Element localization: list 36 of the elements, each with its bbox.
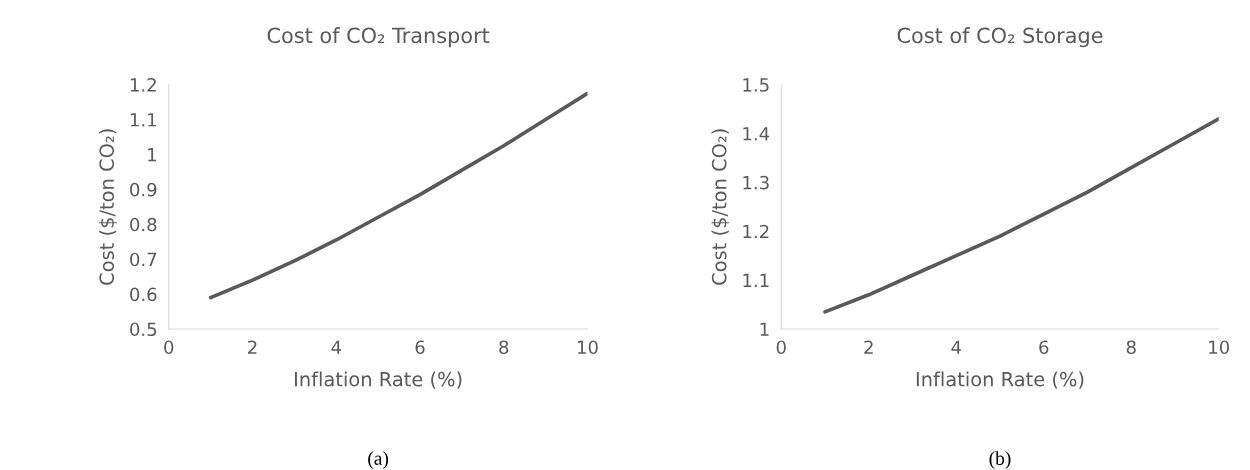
- x-tick-label: 10: [578, 340, 598, 355]
- text: (a): [368, 451, 389, 469]
- y-tick-label: 1.4: [743, 127, 770, 141]
- x-axis-title: Inflation Rate (%): [295, 371, 462, 389]
- chart-title: Cost of CO₂ Transport: [267, 27, 490, 48]
- y-tick-label: 1.2: [130, 78, 156, 92]
- y-tick-label: 1: [148, 148, 156, 162]
- y-tick-label: 1: [760, 322, 769, 336]
- x-tick-label: 2: [248, 340, 257, 354]
- y-tick-label: 1.1: [130, 113, 156, 127]
- y-tick-label: 0.6: [130, 287, 157, 302]
- x-tick-label: 6: [1039, 340, 1049, 355]
- y-axis-title: Cost ($/ton CO₂): [711, 129, 730, 285]
- x-axis-title: Inflation Rate (%): [916, 371, 1084, 389]
- y-tick-label: 0.5: [130, 322, 157, 337]
- y-tick-label: 1.3: [743, 175, 769, 190]
- x-tick-label: 4: [331, 340, 341, 354]
- y-tick-label: 0.7: [130, 252, 157, 267]
- y-tick-label: 1.2: [743, 224, 769, 239]
- line-series: [208, 91, 588, 300]
- x-tick-label: 2: [864, 340, 873, 354]
- x-tick-label: 10: [1209, 340, 1230, 355]
- x-tick-label: 6: [415, 340, 425, 355]
- line-series: [823, 117, 1219, 314]
- x-tick-label: 4: [951, 340, 961, 354]
- y-tick-label: 1.5: [743, 78, 769, 92]
- chart-title: Cost of CO₂ Storage: [897, 27, 1103, 48]
- text: (b): [989, 451, 1011, 469]
- x-tick-label: 0: [776, 340, 786, 355]
- x-tick-label: 8: [499, 340, 509, 355]
- x-tick-label: 8: [1126, 340, 1136, 355]
- y-tick-label: 0.8: [130, 217, 157, 232]
- y-tick-label: 1.1: [743, 273, 769, 287]
- y-axis-title: Cost ($/ton CO₂): [99, 129, 117, 285]
- x-tick-label: 0: [164, 340, 174, 355]
- y-tick-label: 0.9: [130, 182, 157, 197]
